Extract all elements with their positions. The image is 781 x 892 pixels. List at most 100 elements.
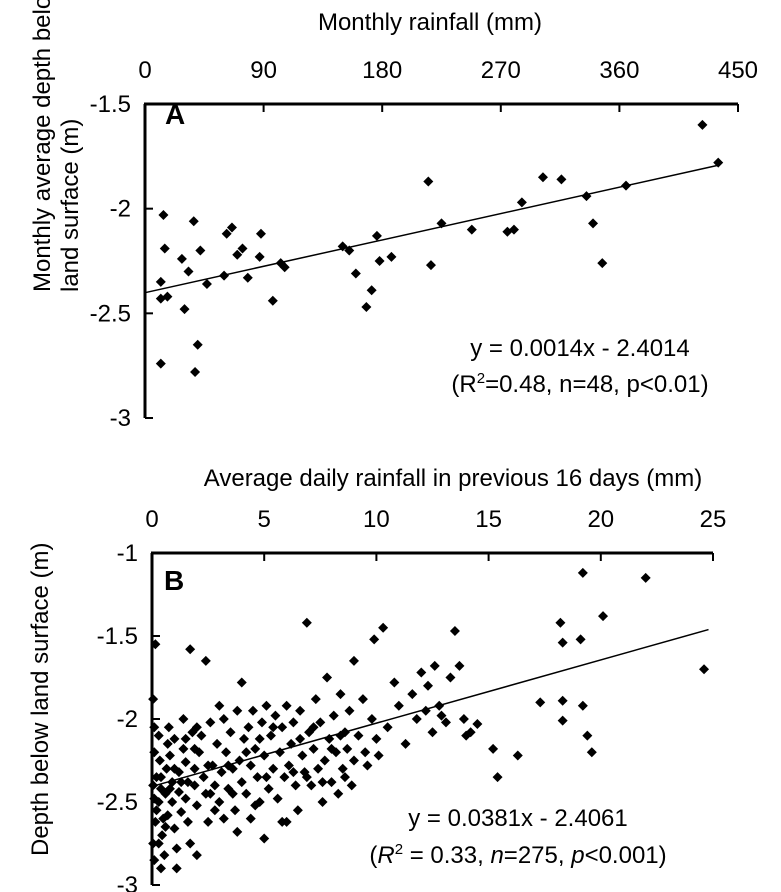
data-point: [185, 838, 196, 849]
panel-b-x-tick-label: 5: [258, 506, 271, 533]
panel-a-x-tick-label: 180: [362, 57, 402, 84]
data-point: [407, 689, 418, 700]
data-point: [149, 855, 160, 866]
panel-b-y-tick-label: -2.5: [97, 789, 138, 816]
data-point: [516, 197, 527, 208]
data-point: [346, 780, 357, 791]
data-point: [699, 664, 710, 675]
data-point: [288, 767, 299, 778]
data-point: [255, 228, 266, 239]
data-point: [339, 772, 350, 783]
panel-b-y-tick-label: -1: [117, 540, 138, 567]
data-point: [575, 634, 586, 645]
data-point: [153, 838, 164, 849]
data-point: [171, 863, 182, 874]
panel-a-axes: [143, 102, 739, 419]
data-point: [492, 772, 503, 783]
data-point: [183, 266, 194, 277]
data-point: [164, 783, 175, 794]
data-point: [158, 209, 169, 220]
panel-a-y-tick-label: -3: [110, 405, 131, 432]
data-point: [178, 743, 189, 754]
panel-b-stats: (R2 = 0.33, n=275, p<0.001): [369, 841, 666, 869]
data-point: [180, 757, 191, 768]
data-point: [371, 230, 382, 241]
data-point: [201, 279, 212, 290]
data-point: [344, 705, 355, 716]
data-point: [176, 806, 187, 817]
data-point: [203, 816, 214, 827]
data-point: [350, 268, 361, 279]
data-point: [317, 777, 328, 788]
panel-a-tick-labels: 0 90 180 270 360 450 -1.5 -2 -2.5 -3: [90, 57, 758, 432]
data-point: [159, 243, 170, 254]
data-point: [425, 260, 436, 271]
data-point: [149, 747, 160, 758]
data-point: [205, 717, 216, 728]
data-point: [200, 655, 211, 666]
data-point: [232, 826, 243, 837]
panel-a-stats-sup: 2: [477, 370, 485, 387]
panel-a-x-tick-label: 450: [718, 57, 758, 84]
data-point: [361, 302, 372, 313]
data-point: [214, 700, 225, 711]
panel-b-x-tick-label: 15: [475, 506, 502, 533]
data-point: [348, 655, 359, 666]
data-point: [588, 218, 599, 229]
data-point: [281, 700, 292, 711]
data-point: [357, 694, 368, 705]
data-point: [319, 755, 330, 766]
data-point: [198, 772, 209, 783]
panel-a-x-tick-label: 90: [250, 57, 277, 84]
panel-b-tick-labels: 0 5 10 15 20 25 -1 -1.5 -2 -2.5 -3: [97, 506, 727, 892]
panel-b-regression: [151, 628, 709, 788]
data-point: [159, 850, 170, 861]
data-point: [236, 777, 247, 788]
data-point: [261, 700, 272, 711]
data-point: [292, 805, 303, 816]
data-point: [297, 750, 308, 761]
data-point: [581, 191, 592, 202]
data-point: [449, 626, 460, 637]
data-point: [427, 727, 438, 738]
data-point: [254, 251, 265, 262]
data-point: [313, 763, 324, 774]
data-point: [416, 667, 427, 678]
data-point: [212, 738, 223, 749]
data-point: [241, 788, 252, 799]
data-point: [164, 750, 175, 761]
data-point: [697, 119, 708, 130]
data-point: [577, 700, 588, 711]
data-point: [225, 727, 236, 738]
data-point: [171, 843, 182, 854]
data-point: [261, 772, 272, 783]
panel-b: Average daily rainfall in previous 16 da…: [27, 465, 726, 892]
panel-b-label: B: [164, 565, 184, 596]
data-point: [400, 738, 411, 749]
data-point: [295, 705, 306, 716]
data-point: [374, 256, 385, 266]
data-point: [328, 710, 339, 721]
data-point: [333, 788, 344, 799]
data-point: [189, 743, 200, 754]
data-point: [265, 730, 276, 741]
data-point: [308, 743, 319, 754]
data-point: [245, 760, 256, 771]
data-point: [150, 816, 161, 827]
data-point: [196, 730, 207, 741]
data-point: [308, 722, 319, 733]
panel-b-points: [148, 567, 710, 874]
data-point: [556, 174, 567, 185]
data-point: [254, 733, 265, 744]
data-point: [371, 733, 382, 744]
data-point: [423, 680, 434, 691]
data-point: [226, 222, 237, 233]
data-point: [167, 797, 178, 807]
data-point: [154, 755, 165, 766]
data-point: [155, 276, 166, 287]
panel-b-x-tick-label: 0: [145, 506, 158, 533]
data-point: [512, 750, 523, 761]
data-point: [214, 797, 225, 807]
data-point: [335, 689, 346, 700]
data-point: [557, 695, 568, 706]
